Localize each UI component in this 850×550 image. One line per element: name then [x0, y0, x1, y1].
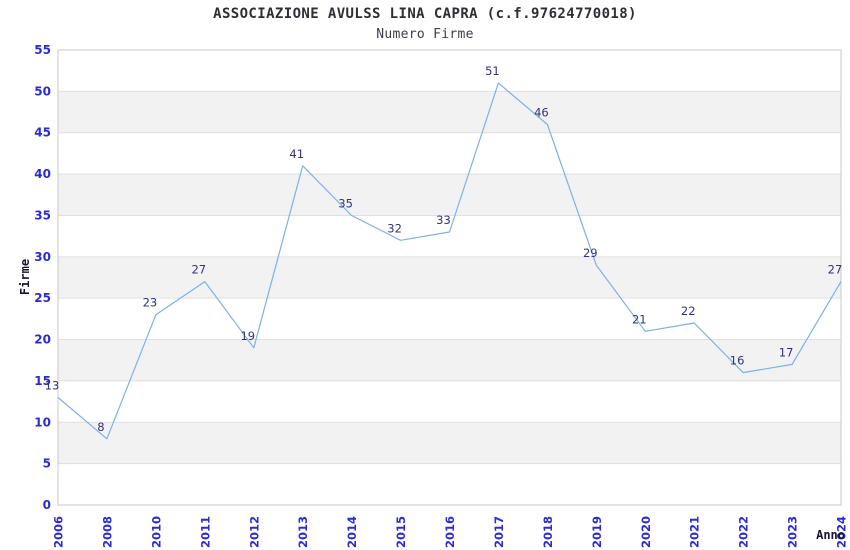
data-label: 32: [387, 221, 402, 235]
data-label: 23: [143, 296, 158, 310]
chart-title: ASSOCIAZIONE AVULSS LINA CAPRA (c.f.9762…: [213, 6, 637, 22]
plot-border: [57, 49, 842, 506]
data-label: 51: [485, 64, 500, 78]
x-tick-label: 2015: [394, 516, 408, 548]
x-tick-label: 2017: [492, 516, 506, 548]
y-tick-label: 5: [43, 457, 51, 471]
x-axis-title: Anno: [816, 528, 845, 542]
data-label: 41: [289, 147, 304, 161]
data-label: 22: [681, 304, 696, 318]
data-label: 33: [436, 213, 451, 227]
data-label: 35: [338, 197, 353, 211]
x-tick-label: 2020: [639, 516, 653, 548]
x-tick-label: 2022: [737, 516, 751, 548]
band-row: [58, 256, 841, 299]
x-tick-label: 2013: [296, 516, 310, 548]
x-tick-label: 2018: [541, 516, 555, 548]
data-label: 16: [730, 354, 745, 368]
y-tick-label: 45: [34, 126, 51, 140]
data-label: 27: [191, 263, 206, 277]
y-tick-label: 15: [34, 374, 51, 388]
data-label: 27: [828, 263, 843, 277]
data-label: 13: [45, 379, 60, 393]
chart-subtitle: Numero Firme: [376, 27, 474, 42]
y-tick-label: 35: [34, 208, 51, 222]
data-label: 21: [632, 312, 647, 326]
data-label: 17: [779, 345, 794, 359]
x-tick-label: 2008: [100, 516, 114, 548]
data-label: 29: [583, 246, 598, 260]
y-tick-label: 0: [43, 498, 51, 512]
y-tick-label: 50: [34, 84, 51, 98]
x-tick-label: 2010: [149, 516, 163, 548]
data-label: 19: [240, 329, 255, 343]
x-tick-label: 2014: [345, 516, 359, 548]
x-tick-label: 2023: [786, 516, 800, 548]
band-row: [58, 174, 841, 216]
y-tick-label: 55: [34, 43, 51, 57]
data-label: 8: [97, 420, 104, 434]
band-row: [58, 91, 841, 133]
x-tick-label: 2006: [52, 516, 66, 548]
y-tick-label: 25: [34, 291, 51, 305]
data-label: 46: [534, 106, 549, 120]
y-tick-label: 30: [34, 250, 51, 264]
x-tick-label: 2024: [835, 516, 849, 548]
y-tick-label: 20: [34, 333, 51, 347]
x-tick-label: 2016: [443, 516, 457, 548]
y-tick-label: 10: [34, 415, 51, 429]
x-tick-label: 2019: [590, 516, 604, 548]
band-row: [58, 339, 841, 381]
x-tick-label: 2012: [247, 516, 261, 548]
series-line: [57, 82, 842, 440]
x-tick-label: 2021: [688, 516, 702, 548]
x-tick-label: 2011: [198, 516, 212, 548]
band-row: [58, 422, 841, 464]
y-tick-label: 40: [34, 167, 51, 181]
